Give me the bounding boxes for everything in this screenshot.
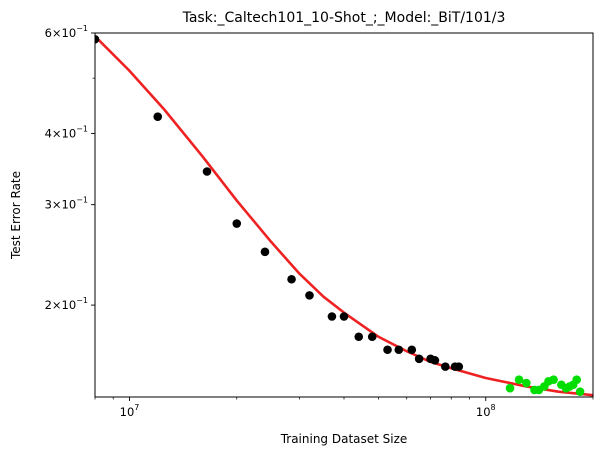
fit-curve xyxy=(95,35,593,397)
plot-frame xyxy=(94,32,594,398)
observed-point xyxy=(454,362,464,371)
observed-point xyxy=(339,312,349,321)
chart-title: Task:_Caltech101_10-Shot_;_Model:_BiT/10… xyxy=(182,10,506,26)
held-out-point xyxy=(549,375,558,384)
held-out-point xyxy=(514,375,524,384)
y-tick-label: 6×10−1 xyxy=(45,24,88,40)
observed-point xyxy=(95,34,100,44)
observed-point xyxy=(327,312,337,321)
observed-point xyxy=(153,112,163,121)
plot-area xyxy=(95,34,593,397)
held-out-point xyxy=(575,387,585,396)
y-tick-label: 2×10−1 xyxy=(45,296,88,312)
observed-point xyxy=(260,247,270,257)
observed-point xyxy=(202,167,212,176)
x-axis-label: Training Dataset Size xyxy=(280,432,408,446)
observed-point xyxy=(383,345,392,355)
x-tick-label: 107 xyxy=(120,403,140,419)
points-layer xyxy=(95,34,585,396)
observed-point xyxy=(232,219,242,228)
observed-point xyxy=(354,332,364,342)
observed-point xyxy=(394,345,404,355)
observed-point xyxy=(414,354,424,364)
observed-point xyxy=(305,291,314,300)
held-out-point xyxy=(505,383,515,393)
y-tick-label: 4×10−1 xyxy=(45,124,88,140)
major-ticks: 107 108 6×10−1 4×10−1 3×10−1 2×10−1 xyxy=(45,24,496,419)
observed-point xyxy=(407,345,417,355)
observed-point xyxy=(441,362,450,371)
y-tick-label: 3×10−1 xyxy=(45,196,88,212)
y-axis-label: Test Error Rate xyxy=(9,171,23,260)
held-out-point xyxy=(522,378,531,388)
observed-point xyxy=(430,356,440,365)
minor-ticks xyxy=(92,77,594,400)
x-tick-label: 108 xyxy=(476,403,496,419)
observed-point xyxy=(287,274,296,284)
fit-curve-layer xyxy=(95,35,593,397)
observed-point xyxy=(367,332,377,342)
held-out-point xyxy=(572,375,581,384)
